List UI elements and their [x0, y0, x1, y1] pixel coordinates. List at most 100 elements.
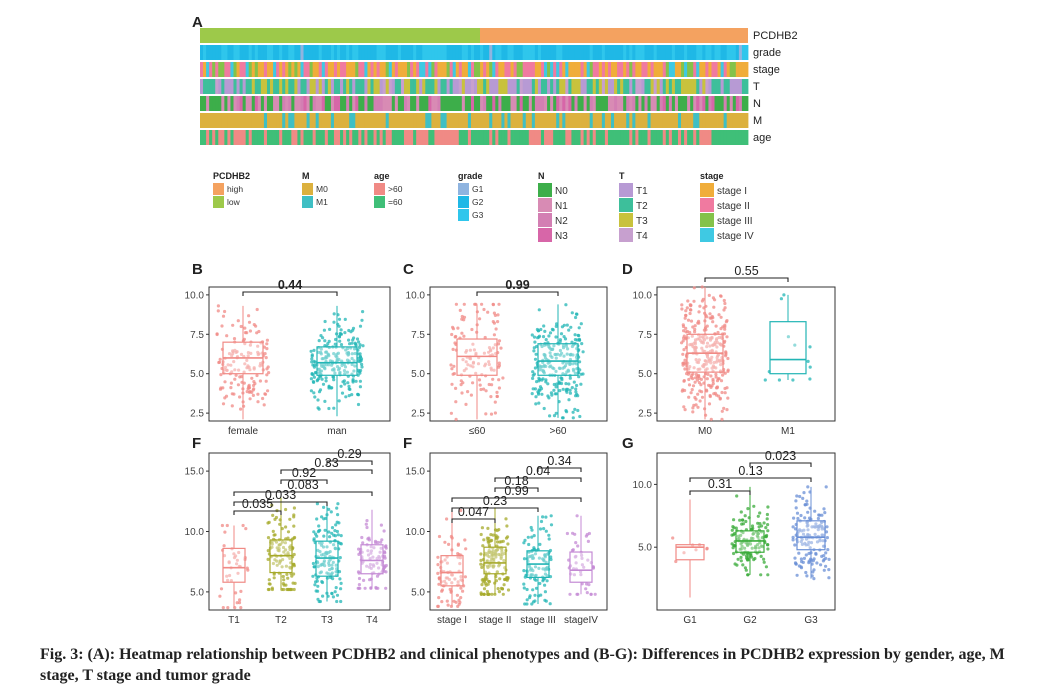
- heatmap-cell: [483, 96, 487, 111]
- data-point: [738, 518, 742, 522]
- heatmap-cell: [614, 45, 618, 60]
- heatmap-cell: [714, 96, 718, 111]
- data-point: [497, 552, 501, 557]
- heatmap-cell: [416, 130, 420, 145]
- heatmap-cell: [684, 45, 688, 60]
- data-point: [493, 411, 497, 415]
- data-point: [330, 567, 334, 571]
- data-point: [322, 328, 326, 332]
- heatmap-cell: [598, 45, 603, 60]
- data-point: [456, 542, 460, 546]
- data-point: [327, 384, 331, 388]
- data-point: [570, 386, 574, 390]
- data-point: [544, 378, 548, 382]
- heatmap-cell: [455, 45, 460, 60]
- data-point: [329, 510, 333, 514]
- data-point: [252, 380, 256, 384]
- heatmap-cell: [254, 113, 259, 128]
- heatmap-cell: [233, 96, 237, 111]
- data-point: [366, 549, 370, 553]
- heatmap-cell: [449, 96, 454, 111]
- heatmap-cell: [309, 130, 314, 145]
- data-point: [327, 406, 331, 411]
- heatmap-cell: [641, 96, 645, 111]
- data-point: [765, 517, 769, 521]
- data-point: [493, 400, 497, 404]
- heatmap-cell: [416, 62, 420, 77]
- data-point: [320, 377, 324, 381]
- data-point: [491, 346, 495, 350]
- data-point: [222, 544, 226, 548]
- data-point: [723, 306, 727, 310]
- heatmap-cell: [288, 96, 292, 111]
- heatmap-cell: [744, 96, 749, 111]
- heatmap-cell: [519, 96, 524, 111]
- heatmap-cell: [279, 79, 283, 94]
- heatmap-cell: [586, 130, 591, 145]
- data-point: [337, 357, 341, 362]
- heatmap-cell: [397, 45, 402, 60]
- heatmap-cell: [364, 130, 368, 145]
- heatmap-cell: [245, 79, 250, 94]
- heatmap-cell: [446, 62, 451, 77]
- boxplot-panel-g: G10.05.0G1 G2 G30.310.130.023: [622, 435, 836, 626]
- x-tick-label: stage III: [520, 615, 556, 626]
- data-point: [687, 377, 691, 382]
- heatmap-cell: [273, 45, 277, 60]
- heatmap-cell: [617, 96, 621, 111]
- data-point: [473, 302, 477, 306]
- heatmap-cell: [729, 79, 734, 94]
- x-tick-label: M0: [698, 426, 712, 437]
- heatmap-cell: [635, 79, 639, 94]
- data-point: [723, 339, 727, 343]
- data-point: [451, 325, 455, 329]
- data-point: [809, 541, 814, 545]
- data-point: [543, 583, 547, 587]
- plot-frame: [656, 286, 836, 422]
- data-point: [553, 392, 557, 396]
- data-point: [317, 339, 321, 343]
- data-point: [760, 545, 765, 549]
- data-point: [450, 581, 454, 585]
- heatmap-cell: [544, 62, 548, 77]
- heatmap-cell: [729, 130, 734, 145]
- heatmap-cell: [553, 79, 557, 94]
- heatmap-cell: [394, 96, 399, 111]
- data-point: [724, 350, 728, 354]
- heatmap-cell: [227, 96, 231, 111]
- heatmap-cell: [611, 96, 615, 111]
- data-point: [565, 531, 570, 536]
- x-tick-label: female: [228, 426, 258, 437]
- heatmap-cell: [431, 96, 435, 111]
- heatmap-cell: [623, 130, 627, 145]
- heatmap-cell: [677, 96, 682, 111]
- significance-bracket: [280, 469, 373, 474]
- data-point: [357, 583, 361, 587]
- heatmap-cell: [203, 113, 207, 128]
- data-point: [502, 559, 506, 563]
- significance-bracket: [451, 507, 539, 512]
- heatmap-cell: [410, 62, 414, 77]
- data-point: [723, 325, 727, 329]
- box-iqr: [796, 520, 826, 551]
- data-point: [571, 367, 576, 371]
- data-point: [309, 377, 313, 381]
- data-point: [741, 563, 745, 567]
- heatmap-cell: [723, 45, 728, 60]
- heatmap-cell: [617, 62, 621, 77]
- heatmap-cell: [212, 96, 216, 111]
- heatmap-cell: [702, 79, 706, 94]
- data-point: [577, 375, 581, 379]
- data-point: [540, 378, 544, 382]
- plot-frame: [656, 452, 836, 611]
- heatmap-cell: [318, 113, 323, 128]
- heatmap-cell: [510, 62, 514, 77]
- heatmap-cell: [437, 79, 441, 94]
- data-point: [708, 393, 712, 398]
- heatmap-cell: [288, 79, 292, 94]
- data-point: [329, 386, 333, 390]
- heatmap-cell: [504, 113, 508, 128]
- data-point: [719, 294, 723, 298]
- heatmap-row-n: N: [200, 96, 761, 111]
- heatmap-cell: [601, 130, 606, 145]
